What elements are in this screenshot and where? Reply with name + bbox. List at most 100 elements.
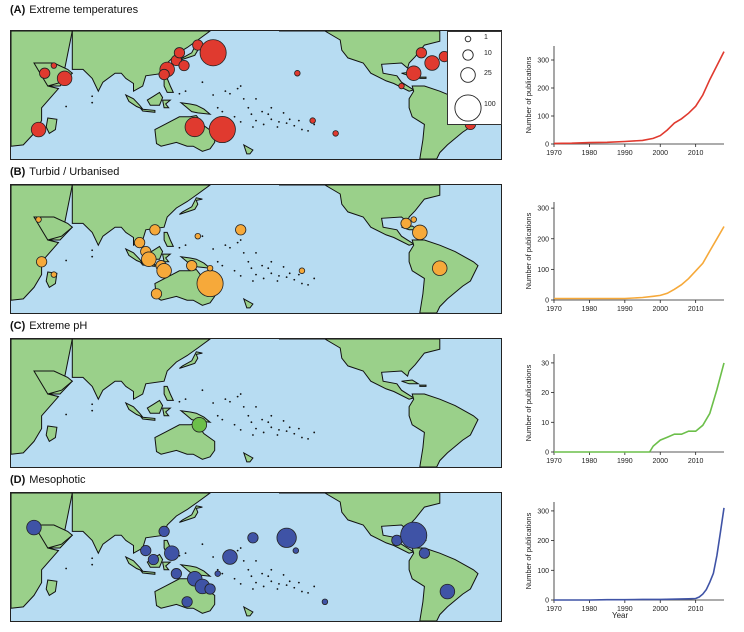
publication-bubble — [30, 121, 47, 138]
legend-label-10: 10 — [484, 50, 492, 57]
x-tick-label: 1970 — [546, 306, 562, 313]
legend-label-25: 25 — [484, 70, 492, 77]
publication-bubble — [56, 70, 73, 87]
madagascar-landmass — [45, 579, 58, 597]
island-dot — [278, 428, 280, 431]
legend-label-1: 1 — [484, 34, 488, 41]
publication-trend-line — [553, 51, 725, 145]
new-guinea-landmass — [179, 563, 212, 577]
island-dot — [239, 547, 242, 549]
island-dot — [262, 431, 265, 434]
island-dot — [178, 400, 181, 403]
island-dot — [91, 95, 94, 98]
y-tick-label: 300 — [537, 206, 549, 213]
island-dot — [236, 549, 239, 552]
x-tick-label: 1990 — [617, 458, 633, 465]
north-america-landmass — [279, 185, 441, 246]
island-dot — [313, 431, 316, 434]
island-dot — [247, 106, 250, 109]
island-dot — [293, 278, 296, 281]
new-zealand-landmass — [242, 605, 254, 617]
north-america-landmass — [279, 339, 441, 400]
panel-letter: (B) — [10, 166, 26, 178]
asia-landmass — [71, 493, 211, 555]
publication-bubble — [410, 216, 417, 223]
map-extreme-ph — [10, 338, 502, 468]
world-map-svg — [11, 185, 479, 313]
publication-bubble — [412, 224, 428, 241]
island-dot — [276, 434, 279, 436]
legend-circle — [454, 94, 482, 122]
japan-landmass — [179, 197, 203, 215]
island-dot — [212, 248, 215, 250]
sulawesi-landmass — [161, 99, 172, 109]
world-map-svg — [11, 339, 479, 467]
island-dot — [216, 106, 219, 109]
africa-landmass — [11, 493, 74, 609]
island-dot — [255, 559, 257, 562]
island-dot — [212, 556, 215, 558]
island-dot — [313, 585, 316, 588]
publication-bubble — [292, 547, 300, 554]
x-tick-label: 2010 — [688, 458, 704, 465]
australia-landmass — [154, 114, 216, 152]
publication-bubble — [149, 224, 161, 236]
sulawesi-landmass — [161, 561, 172, 571]
island-dot — [65, 105, 68, 108]
x-tick-label: 2000 — [652, 150, 668, 157]
island-dot — [262, 585, 265, 588]
island-dot — [252, 126, 254, 128]
island-dot — [247, 568, 250, 571]
arabia-landmass — [33, 524, 74, 549]
publication-trend-line — [554, 507, 725, 601]
island-dot — [276, 126, 279, 128]
sumatra-landmass — [124, 401, 144, 418]
island-dot — [221, 110, 224, 113]
publication-bubble — [418, 547, 431, 559]
island-dot — [233, 115, 236, 118]
island-dot — [282, 574, 285, 576]
publication-bubble — [415, 47, 427, 59]
publication-bubble — [214, 570, 221, 577]
island-dot — [293, 432, 296, 435]
publication-bubble — [184, 116, 205, 138]
y-tick-label: 100 — [537, 267, 549, 274]
island-dot — [216, 260, 219, 263]
chart-extreme-ph: 0 10 20 30 1970 1980 1990 2000 2010 Number of pub… — [520, 346, 732, 474]
publication-bubble — [235, 224, 247, 236]
island-dot — [255, 119, 257, 122]
island-dot — [276, 588, 279, 590]
island-dot — [250, 575, 253, 578]
publication-bubble — [156, 263, 172, 279]
island-dot — [297, 273, 300, 276]
bubble-size-legend: 1 10 25 100 — [447, 31, 502, 125]
new-guinea-landmass — [179, 101, 212, 115]
publication-bubble — [173, 47, 186, 59]
publication-bubble — [158, 525, 170, 538]
publications-line-chart: 0 100 200 300 1970 1980 1990 2000 2010 Number of … — [524, 46, 725, 157]
island-dot — [201, 81, 204, 84]
new-zealand-landmass — [242, 297, 254, 309]
island-dot — [307, 591, 309, 594]
island-dot — [261, 418, 264, 421]
publication-bubble — [50, 62, 58, 69]
island-dot — [297, 427, 300, 430]
island-dot — [224, 90, 227, 93]
island-dot — [239, 239, 242, 241]
asia-landmass — [71, 185, 211, 247]
island-dot — [201, 389, 204, 392]
island-dot — [216, 414, 219, 417]
y-axis-label: Number of publications — [524, 512, 533, 589]
publication-bubble — [39, 67, 51, 79]
y-tick-label: 100 — [537, 568, 549, 575]
publication-bubble — [26, 519, 42, 536]
publication-bubble — [178, 59, 190, 72]
island-dot — [252, 588, 254, 590]
island-dot — [91, 255, 94, 258]
south-america-landmass — [408, 239, 479, 313]
island-dot — [255, 405, 257, 408]
map-extreme-temperatures — [10, 30, 502, 160]
x-tick-label: 1990 — [617, 306, 633, 313]
island-dot — [236, 395, 239, 398]
x-tick-label: 2000 — [652, 458, 668, 465]
